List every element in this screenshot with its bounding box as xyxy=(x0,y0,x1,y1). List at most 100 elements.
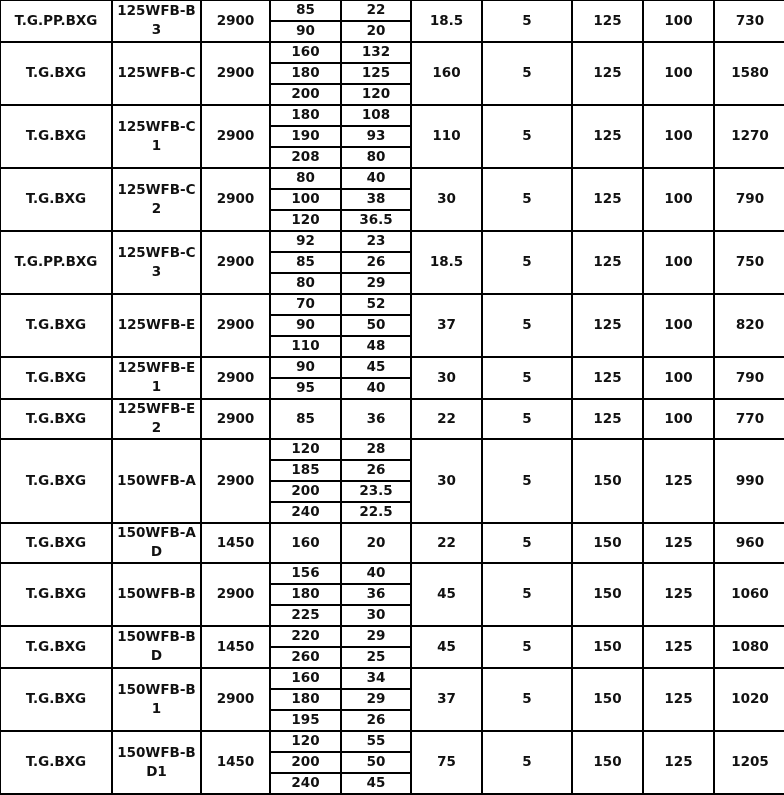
table-row: T.G.BXG 125WFB-C2 2900 80 40 30 5 125 100 790 xyxy=(0,167,784,232)
c8-cell: 125 xyxy=(571,167,644,232)
point-cell-b: 36 xyxy=(340,583,412,606)
point-cell-b: 34 xyxy=(340,667,412,690)
point-cell-a: 160 xyxy=(269,522,342,564)
c8-cell: 150 xyxy=(571,438,644,524)
c7-cell: 5 xyxy=(481,522,573,564)
point-cell-b: 23 xyxy=(340,230,412,253)
c8-cell: 150 xyxy=(571,667,644,732)
table-row: T.G.PP.BXG 125WFB-C3 2900 92 23 18.5 5 125 100 75… xyxy=(0,230,784,295)
c6-cell: 18.5 xyxy=(410,230,483,295)
c8-cell: 125 xyxy=(571,41,644,106)
point-cell-a: 90 xyxy=(269,314,342,337)
point-cell-a: 160 xyxy=(269,667,342,690)
c7-cell: 5 xyxy=(481,230,573,295)
c7-cell: 5 xyxy=(481,562,573,627)
c6-cell: 18.5 xyxy=(410,0,483,43)
c9-cell: 125 xyxy=(642,730,715,795)
point-cell-b: 26 xyxy=(340,459,412,482)
table-row: 195 26 xyxy=(0,709,784,732)
table-row: 240 22.5 xyxy=(0,501,784,524)
point-cell-a: 92 xyxy=(269,230,342,253)
point-cell-b: 23.5 xyxy=(340,480,412,503)
point-cell-b: 26 xyxy=(340,709,412,732)
point-cell-b: 29 xyxy=(340,272,412,295)
point-cell-b: 48 xyxy=(340,335,412,358)
table-row: T.G.BXG 125WFB-C 2900 160 132 160 5 125 100 1580 xyxy=(0,41,784,106)
c9-cell: 125 xyxy=(642,438,715,524)
point-cell-b: 45 xyxy=(340,356,412,379)
point-cell-a: 160 xyxy=(269,41,342,64)
point-cell-a: 240 xyxy=(269,501,342,524)
table-row: T.G.BXG 150WFB-A 2900 120 28 30 5 150 125 990 xyxy=(0,438,784,524)
table-row: T.G.BXG 150WFB-AD 1450 160 20 22 5 150 125 960 xyxy=(0,522,784,564)
point-cell-b: 120 xyxy=(340,83,412,106)
series-cell: T.G.BXG xyxy=(0,293,113,358)
series-cell: T.G.PP.BXG xyxy=(0,230,113,295)
table-row: T.G.PP.BXG 125WFB-B3 2900 85 22 18.5 5 125 100 73… xyxy=(0,0,784,43)
c10-cell: 770 xyxy=(713,398,784,440)
c9-cell: 125 xyxy=(642,625,715,669)
c8-cell: 150 xyxy=(571,562,644,627)
c10-cell: 790 xyxy=(713,167,784,232)
point-cell-a: 225 xyxy=(269,604,342,627)
c10-cell: 1580 xyxy=(713,41,784,106)
model-cell: 150WFB-B xyxy=(111,562,202,627)
point-cell-a: 120 xyxy=(269,209,342,232)
c10-cell: 1060 xyxy=(713,562,784,627)
c6-cell: 22 xyxy=(410,398,483,440)
speed-cell: 1450 xyxy=(200,730,271,795)
table-row: 180 29 xyxy=(0,688,784,711)
c10-cell: 790 xyxy=(713,356,784,400)
point-cell-b: 38 xyxy=(340,188,412,211)
c7-cell: 5 xyxy=(481,41,573,106)
point-cell-b: 93 xyxy=(340,125,412,148)
speed-cell: 1450 xyxy=(200,625,271,669)
point-cell-b: 20 xyxy=(340,522,412,564)
c9-cell: 100 xyxy=(642,293,715,358)
c7-cell: 5 xyxy=(481,293,573,358)
c8-cell: 125 xyxy=(571,0,644,43)
c9-cell: 100 xyxy=(642,230,715,295)
c8-cell: 125 xyxy=(571,356,644,400)
table-row: 85 26 xyxy=(0,251,784,274)
c6-cell: 30 xyxy=(410,356,483,400)
c7-cell: 5 xyxy=(481,730,573,795)
point-cell-b: 20 xyxy=(340,20,412,43)
table-row: 200 120 xyxy=(0,83,784,106)
point-cell-b: 22.5 xyxy=(340,501,412,524)
c7-cell: 5 xyxy=(481,398,573,440)
table-row: T.G.BXG 150WFB-B1 2900 160 34 37 5 150 125 1020 xyxy=(0,667,784,732)
model-cell: 125WFB-C1 xyxy=(111,104,202,169)
point-cell-b: 30 xyxy=(340,604,412,627)
speed-cell: 2900 xyxy=(200,438,271,524)
c9-cell: 100 xyxy=(642,356,715,400)
c7-cell: 5 xyxy=(481,356,573,400)
series-cell: T.G.BXG xyxy=(0,562,113,627)
point-cell-a: 200 xyxy=(269,751,342,774)
c7-cell: 5 xyxy=(481,625,573,669)
point-cell-a: 80 xyxy=(269,272,342,295)
table-row: 110 48 xyxy=(0,335,784,358)
c10-cell: 990 xyxy=(713,438,784,524)
series-cell: T.G.BXG xyxy=(0,667,113,732)
point-cell-a: 220 xyxy=(269,625,342,648)
c7-cell: 5 xyxy=(481,438,573,524)
table-row: 180 125 xyxy=(0,62,784,85)
point-cell-a: 185 xyxy=(269,459,342,482)
table-row: T.G.BXG 150WFB-BD 1450 220 29 45 5 150 125 1080 xyxy=(0,625,784,669)
c9-cell: 100 xyxy=(642,398,715,440)
c7-cell: 5 xyxy=(481,667,573,732)
series-cell: T.G.BXG xyxy=(0,625,113,669)
point-cell-a: 208 xyxy=(269,146,342,169)
c10-cell: 730 xyxy=(713,0,784,43)
point-cell-b: 36.5 xyxy=(340,209,412,232)
series-cell: T.G.BXG xyxy=(0,522,113,564)
table-row: 80 29 xyxy=(0,272,784,295)
speed-cell: 2900 xyxy=(200,41,271,106)
series-cell: T.G.BXG xyxy=(0,104,113,169)
point-cell-b: 132 xyxy=(340,41,412,64)
point-cell-a: 200 xyxy=(269,83,342,106)
point-cell-a: 100 xyxy=(269,188,342,211)
point-cell-a: 200 xyxy=(269,480,342,503)
point-cell-a: 120 xyxy=(269,438,342,461)
